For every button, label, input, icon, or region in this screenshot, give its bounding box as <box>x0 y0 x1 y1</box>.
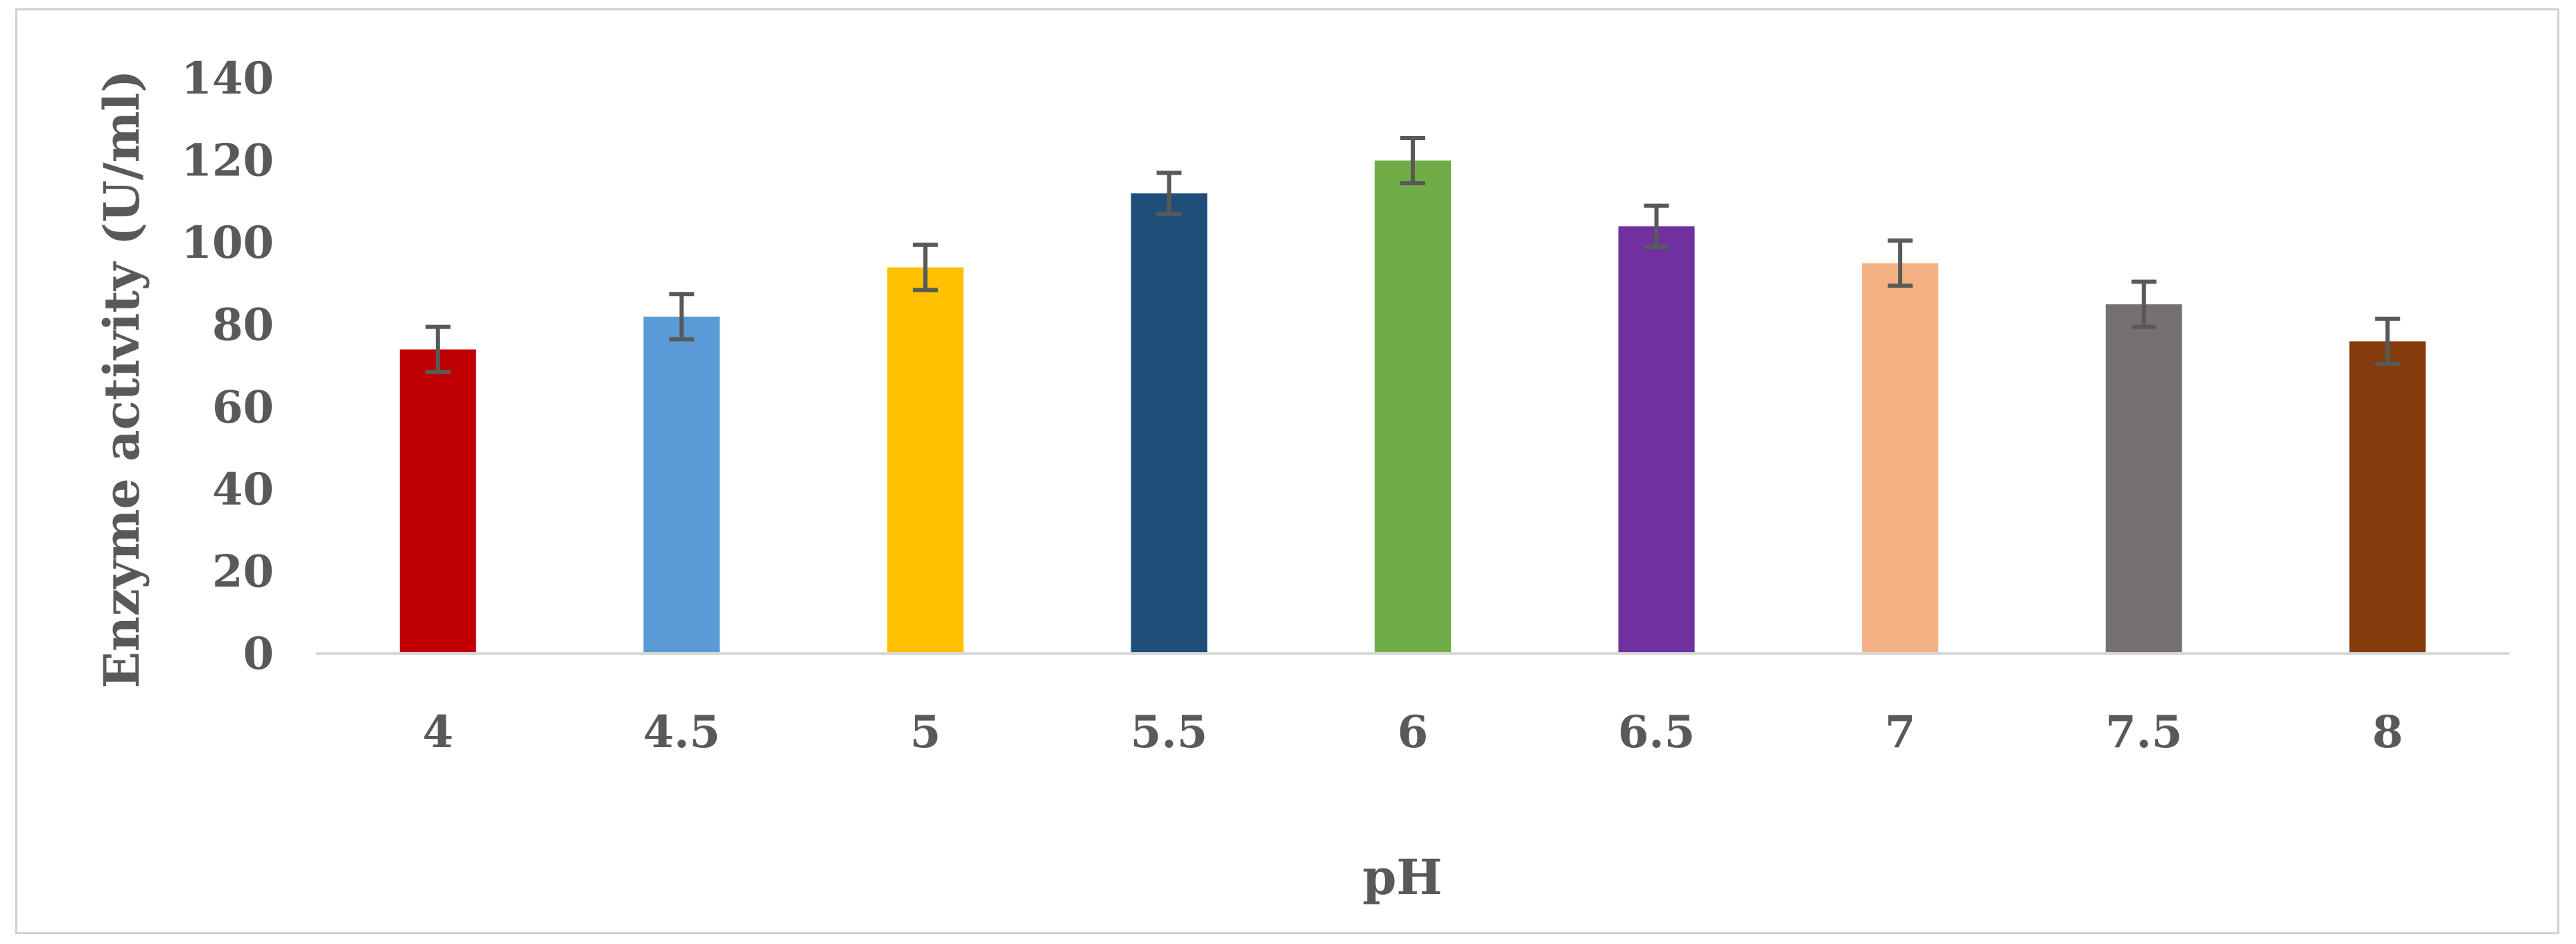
bar-4 <box>399 349 476 654</box>
error-bar-4.5 <box>669 292 695 342</box>
x-tick-label: 4 <box>423 706 454 758</box>
y-tick-label: 120 <box>181 135 274 187</box>
x-tick-label: 5 <box>910 706 941 758</box>
y-tick-label: 140 <box>181 53 274 105</box>
bar-5 <box>887 267 964 654</box>
y-tick-label: 0 <box>243 628 274 680</box>
bar-7 <box>1862 263 1939 654</box>
x-tick-label: 7.5 <box>2105 706 2182 758</box>
y-axis-ticks: 0 20 40 60 80 100 120 140 <box>181 53 274 680</box>
error-bar-5.5 <box>1156 171 1182 216</box>
bar-7.5 <box>2105 304 2182 654</box>
x-tick-label: 5.5 <box>1131 706 1208 758</box>
x-tick-label: 6 <box>1398 706 1429 758</box>
bar-5.5 <box>1131 193 1208 654</box>
bar-8 <box>2349 341 2426 654</box>
x-tick-label: 4.5 <box>643 706 720 758</box>
y-tick-label: 60 <box>212 381 274 433</box>
error-bar-7.5 <box>2131 279 2157 329</box>
error-bar-5 <box>912 243 938 292</box>
y-tick-label: 80 <box>212 299 274 351</box>
bar-6 <box>1375 160 1451 654</box>
error-bar-6.5 <box>1644 203 1669 250</box>
x-axis-ticks: 4 4.5 5 5.5 6 6.5 7 7.5 8 <box>423 706 2403 758</box>
x-tick-label: 7 <box>1885 706 1916 758</box>
error-bar-6 <box>1400 135 1425 186</box>
x-tick-label: 8 <box>2372 706 2403 758</box>
error-bar-8 <box>2375 316 2401 367</box>
x-tick-label: 6.5 <box>1618 706 1695 758</box>
error-bars <box>425 135 2401 374</box>
chart-frame: 0 20 40 60 80 100 120 140 4 4.5 5 5.5 6 6.5 7 7.5 8 Enz… <box>15 8 2559 934</box>
error-bar-7 <box>1888 238 1913 288</box>
bar-chart: 0 20 40 60 80 100 120 140 4 4.5 5 5.5 6 6.5 7 7.5 8 Enz… <box>93 53 2509 906</box>
bar-6.5 <box>1618 226 1695 654</box>
y-tick-label: 20 <box>212 545 274 597</box>
x-axis-title: pH <box>1362 848 1442 906</box>
y-tick-label: 40 <box>212 464 274 516</box>
y-axis-title: Enzyme activity (U/ml) <box>93 70 150 689</box>
bars <box>399 160 2426 654</box>
y-tick-label: 100 <box>181 217 274 269</box>
bar-4.5 <box>643 316 720 654</box>
error-bar-4 <box>425 324 451 374</box>
